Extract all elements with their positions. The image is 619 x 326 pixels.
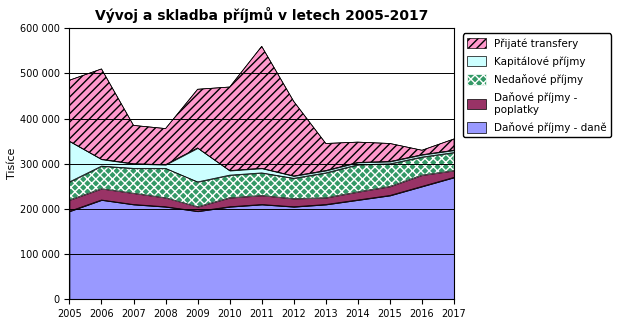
Legend: Přijaté transfery, Kapitálové příjmy, Nedaňové příjmy, Daňové příjmy -
poplatky,: Přijaté transfery, Kapitálové příjmy, Ne… [463,34,611,137]
Y-axis label: Tisíce: Tisíce [7,148,17,180]
Title: Vývoj a skladba příjmů v letech 2005-2017: Vývoj a skladba příjmů v letech 2005-201… [95,7,428,23]
